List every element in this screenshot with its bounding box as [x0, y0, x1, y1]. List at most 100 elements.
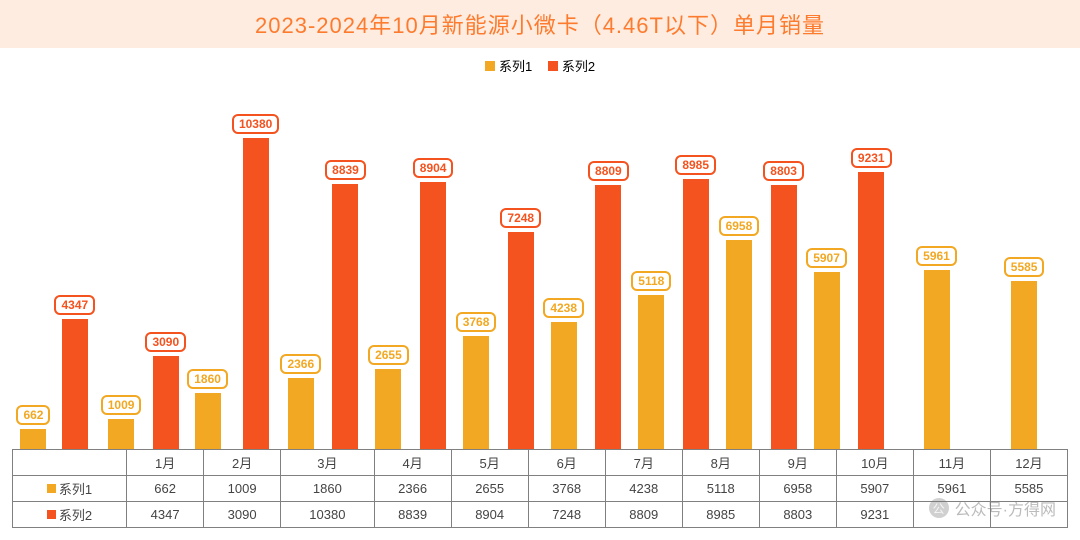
table-cell	[913, 502, 990, 528]
table-month-header: 2月	[204, 450, 281, 476]
legend-label-series1: 系列1	[499, 56, 532, 75]
bar	[858, 172, 884, 449]
bar	[595, 185, 621, 449]
month-column: 6958 8803	[717, 79, 805, 449]
bar-wrap: 8809	[588, 161, 629, 449]
bar	[243, 138, 269, 449]
data-table: 1月2月3月4月5月6月7月8月9月10月11月12月系列16621009186…	[12, 449, 1068, 528]
value-label: 1009	[101, 395, 142, 415]
bar	[814, 272, 840, 449]
table-month-header: 4月	[374, 450, 451, 476]
bar-group: 2366 8839	[280, 79, 365, 449]
bar	[62, 319, 88, 449]
table-cell: 1009	[204, 476, 281, 502]
value-label: 8809	[588, 161, 629, 181]
value-label: 9231	[851, 148, 892, 168]
value-label: 1860	[187, 369, 228, 389]
value-label: 5961	[916, 246, 957, 266]
table-month-header: 8月	[682, 450, 759, 476]
bar-wrap: 1009	[101, 395, 142, 449]
table-month-header: 7月	[605, 450, 682, 476]
table-cell: 5118	[682, 476, 759, 502]
chart-title: 2023-2024年10月新能源小微卡（4.46T以下）单月销量	[0, 0, 1080, 48]
table-cell: 8839	[374, 502, 451, 528]
value-label: 2366	[280, 354, 321, 374]
chart-plot-area: 662 4347 1009 3090 1860 10380 2366 8839 …	[0, 79, 1080, 449]
value-label: 5907	[806, 248, 847, 268]
table-month-header: 9月	[759, 450, 836, 476]
table-month-header: 6月	[528, 450, 605, 476]
table-cell: 5907	[836, 476, 913, 502]
value-label: 4347	[54, 295, 95, 315]
legend: 系列1 系列2	[0, 48, 1080, 79]
bar-wrap: 8839	[325, 160, 366, 449]
bar-group: 6958 8803	[719, 79, 804, 449]
bar-group: 662 4347	[16, 79, 95, 449]
bar-wrap: 2655	[368, 345, 409, 449]
bar	[1011, 281, 1037, 449]
bar	[195, 393, 221, 449]
value-label: 6958	[719, 216, 760, 236]
bar-group: 3768 7248	[456, 79, 541, 449]
table-cell: 8985	[682, 502, 759, 528]
value-label: 8904	[413, 158, 454, 178]
value-label: 5118	[631, 271, 671, 291]
bar	[726, 240, 752, 449]
legend-label-series2: 系列2	[562, 56, 595, 75]
table-row-label: 系列1	[13, 476, 127, 502]
value-label: 3768	[456, 312, 497, 332]
table-row-label: 系列2	[13, 502, 127, 528]
bar-wrap: 2366	[280, 354, 321, 449]
legend-item-series1: 系列1	[485, 56, 532, 75]
month-column: 5961	[893, 79, 981, 449]
value-label: 2655	[368, 345, 409, 365]
month-column: 5118 8985	[630, 79, 718, 449]
table-cell: 7248	[528, 502, 605, 528]
table-cell: 10380	[281, 502, 374, 528]
bar	[551, 322, 577, 449]
bar-group: 2655 8904	[368, 79, 453, 449]
bar	[420, 182, 446, 449]
bar-wrap: 10380	[232, 114, 279, 449]
table-month-header: 12月	[990, 450, 1067, 476]
table-cell: 8809	[605, 502, 682, 528]
bar	[332, 184, 358, 449]
table-cell: 1860	[281, 476, 374, 502]
value-label: 8985	[675, 155, 716, 175]
month-column: 1860 10380	[187, 79, 279, 449]
value-label: 7248	[500, 208, 541, 228]
legend-swatch-series1	[485, 61, 495, 71]
bar	[463, 336, 489, 449]
bar-wrap: 8985	[675, 155, 716, 449]
month-column: 4238 8809	[542, 79, 630, 449]
bar	[375, 369, 401, 449]
legend-swatch-series2	[548, 61, 558, 71]
table-cell: 3090	[204, 502, 281, 528]
value-label: 10380	[232, 114, 279, 134]
table-month-header: 11月	[913, 450, 990, 476]
value-label: 8839	[325, 160, 366, 180]
month-column: 5585	[980, 79, 1068, 449]
month-column: 1009 3090	[100, 79, 188, 449]
bar	[20, 429, 46, 449]
bar-group: 4238 8809	[543, 79, 628, 449]
bar-group: 1009 3090	[101, 79, 186, 449]
table-cell: 2655	[451, 476, 528, 502]
table-cell: 2366	[374, 476, 451, 502]
bar-wrap: 8803	[763, 161, 804, 449]
table-cell: 8803	[759, 502, 836, 528]
bar	[638, 295, 664, 449]
table-cell: 662	[127, 476, 204, 502]
bar-group: 5907 9231	[806, 79, 891, 449]
table-cell: 5585	[990, 476, 1067, 502]
month-column: 662 4347	[12, 79, 100, 449]
table-cell: 6958	[759, 476, 836, 502]
bar-group: 5118 8985	[631, 79, 716, 449]
legend-item-series2: 系列2	[548, 56, 595, 75]
bar-wrap: 4347	[54, 295, 95, 449]
table-corner	[13, 450, 127, 476]
table-cell: 8904	[451, 502, 528, 528]
bar-wrap: 7248	[500, 208, 541, 449]
bar-wrap: 4238	[543, 298, 584, 449]
bar	[683, 179, 709, 449]
